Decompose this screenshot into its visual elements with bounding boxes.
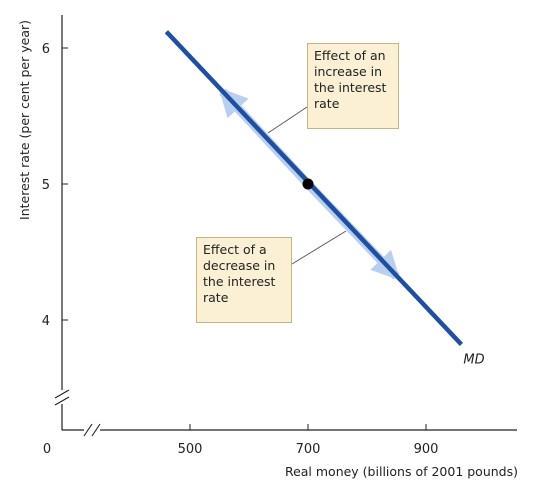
x-axis-break-mark — [91, 423, 101, 437]
axes — [54, 15, 517, 437]
annotation-decrease: Effect of a decrease in the interest rat… — [196, 237, 292, 323]
annotation-increase: Effect of an increase in the interest ra… — [307, 43, 399, 129]
x-axis-label: Real money (billions of 2001 pounds) — [285, 464, 518, 479]
x-origin-label: 0 — [43, 442, 51, 457]
annotation-leaders — [267, 106, 347, 265]
annotation-decrease-line: Effect of a — [203, 242, 267, 257]
series-md-line — [164, 30, 464, 347]
y-tick-label: 4 — [42, 314, 50, 329]
series-label-md: MD — [463, 352, 484, 367]
ticks: 500 700 900 4 5 6 — [42, 42, 439, 457]
equilibrium-point — [302, 178, 314, 190]
x-tick-label: 500 — [178, 442, 203, 457]
y-axis-break-gap — [54, 390, 70, 404]
annotation-decrease-line: rate — [203, 290, 229, 305]
x-axis-break-mark — [83, 423, 93, 437]
y-axis-break-mark — [54, 389, 70, 399]
annotation-decrease-line: decrease in — [203, 258, 276, 273]
leader-increase — [267, 106, 308, 134]
y-tick-label: 5 — [42, 178, 50, 193]
y-axis-break-mark — [54, 396, 70, 406]
annotation-increase-line: the interest — [314, 80, 387, 95]
annotation-decrease-line: the interest — [203, 274, 276, 289]
x-tick-label: 900 — [414, 442, 439, 457]
y-tick-label: 6 — [42, 42, 50, 57]
annotation-increase-line: rate — [314, 96, 340, 111]
leader-decrease — [291, 230, 347, 265]
annotation-increase-line: Effect of an — [314, 48, 386, 63]
x-tick-label: 700 — [296, 442, 321, 457]
y-axis-label: Interest rate (per cent per year) — [17, 20, 32, 220]
annotation-increase-line: increase in — [314, 64, 383, 79]
series-layer — [164, 30, 464, 347]
x-axis-break-gap — [84, 423, 100, 437]
